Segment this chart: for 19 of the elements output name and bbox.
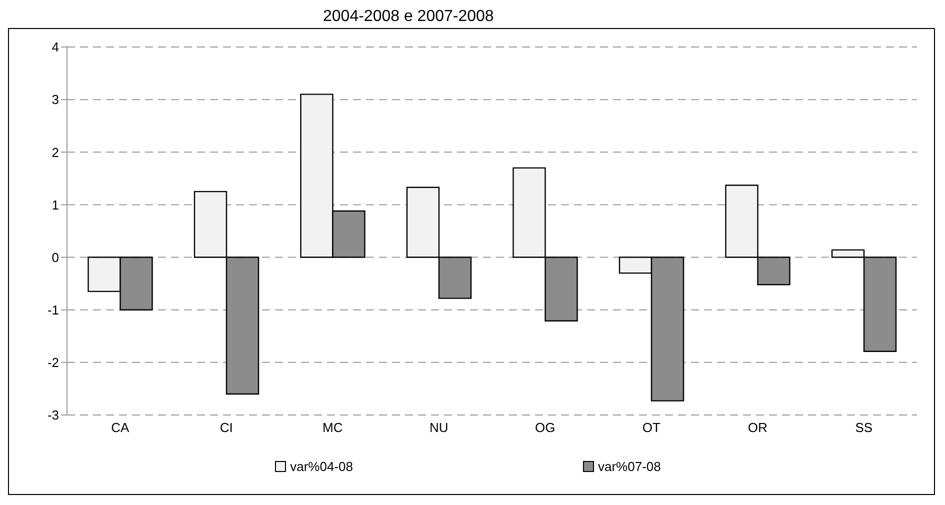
y-tick-label: -1 — [47, 302, 59, 318]
x-tick-label: NU — [429, 420, 448, 436]
legend-label: var%04-08 — [290, 459, 353, 474]
y-tick-label: 0 — [52, 250, 59, 265]
x-tick-label: MC — [322, 420, 343, 436]
x-tick-label: OT — [642, 420, 660, 436]
y-tick-label: 3 — [52, 92, 59, 108]
y-tick-label: 4 — [52, 40, 59, 55]
x-tick-label: OG — [535, 420, 556, 436]
y-tick-label: -3 — [47, 408, 59, 423]
y-tick-label: -2 — [47, 355, 59, 370]
y-tick-label: 1 — [52, 197, 59, 212]
x-tick-label: CI — [220, 420, 233, 436]
y-tick-label: 2 — [52, 144, 59, 160]
chart-title: 2004-2008 e 2007-2008 — [322, 8, 495, 27]
legend-label: var%07-08 — [598, 459, 661, 474]
x-tick-label: SS — [855, 420, 873, 436]
x-tick-label: CA — [111, 420, 130, 436]
x-tick-label: OR — [748, 420, 768, 436]
